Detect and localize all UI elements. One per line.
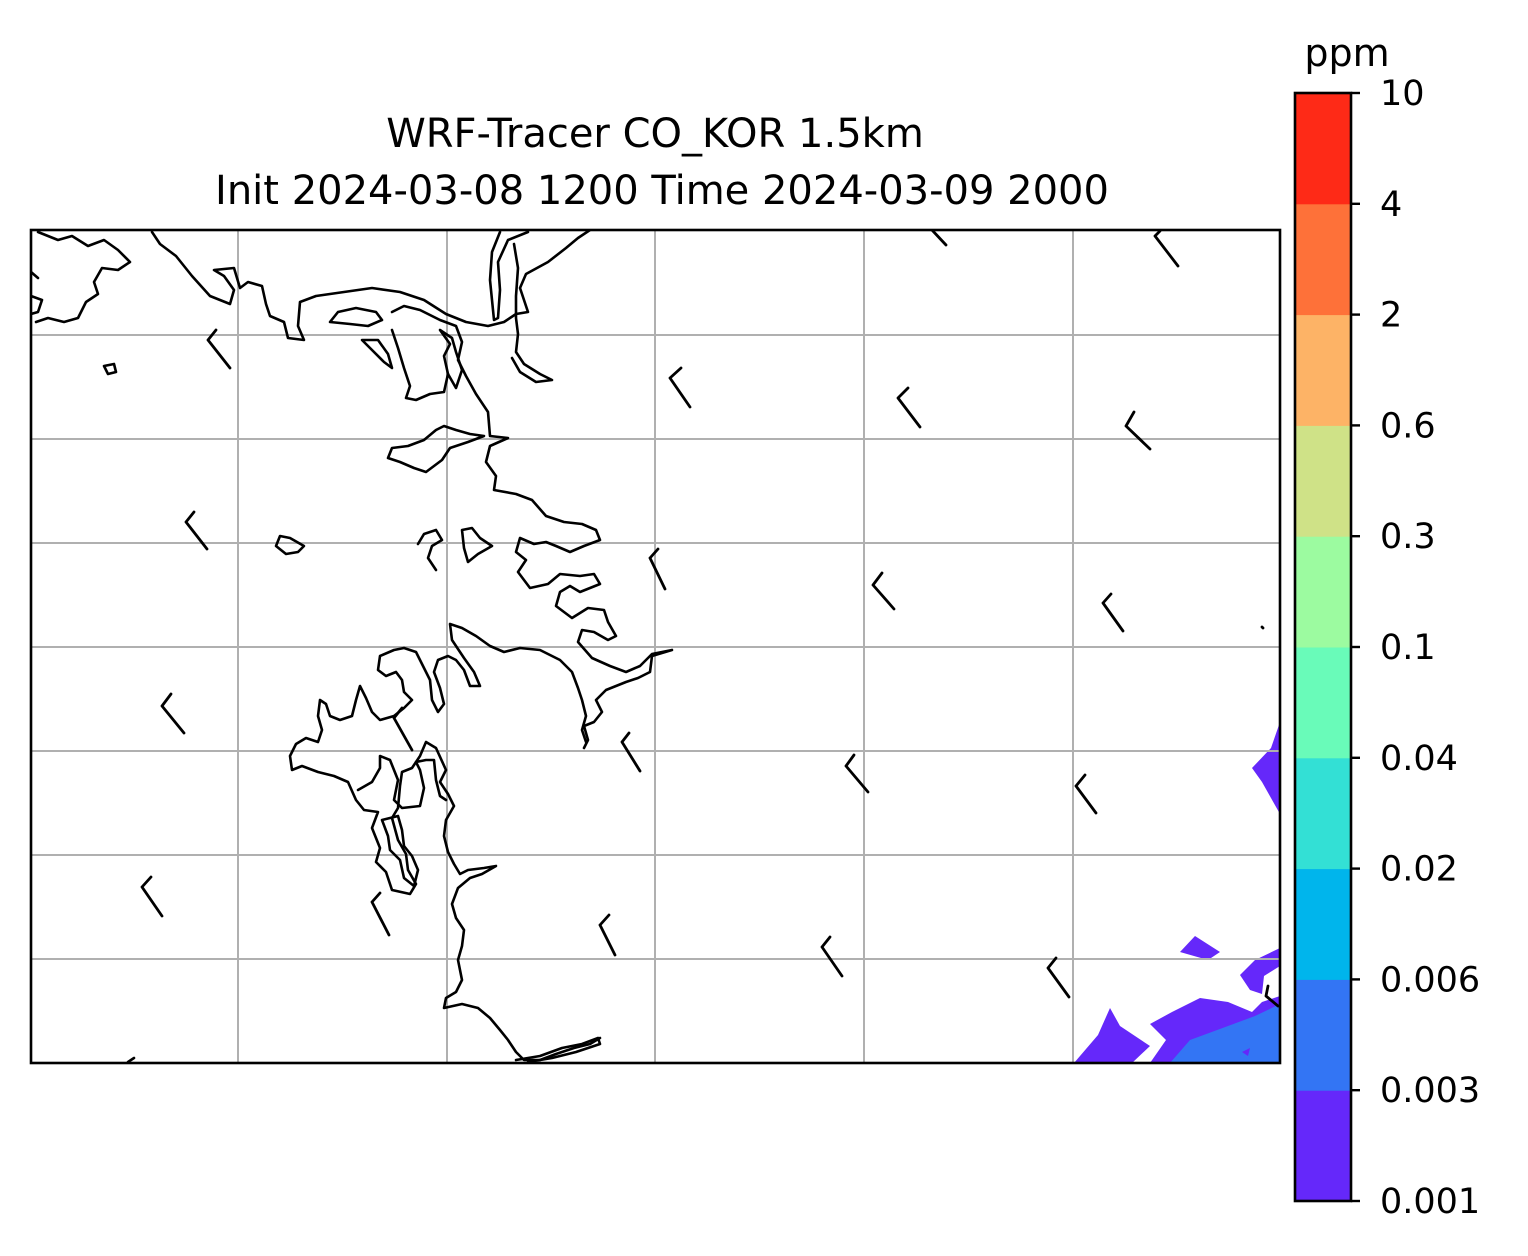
wind-barb	[668, 366, 692, 409]
colorbar: ppm 0.001 0.003 0.006 0.02 0.04 0.1 0.3 0.6 2 4 10	[1293, 31, 1480, 1222]
colorbar-tick-label: 2	[1380, 296, 1402, 336]
tracer-area-south-blob	[1180, 936, 1220, 960]
coastline-small-island	[126, 1056, 136, 1063]
tracer-shading	[1074, 722, 1280, 1063]
coastline-central-coast-1	[416, 528, 444, 572]
tracer-area-speck	[1242, 1048, 1250, 1056]
coastline-river-channel	[488, 230, 554, 384]
wind-barb	[184, 510, 209, 551]
coastline-inlet-1	[438, 328, 464, 390]
colorbar-ticks: 0.001 0.003 0.006 0.02 0.04 0.1 0.3 0.6 2 4 10	[1351, 74, 1480, 1222]
map-title-line-1: WRF-Tracer CO_KOR 1.5km	[386, 111, 924, 157]
coastline-bay-2	[360, 338, 394, 370]
tracer-area-southeast-blue	[1170, 1004, 1280, 1063]
tracer-area-southeast	[1074, 1008, 1150, 1063]
wind-barb	[392, 706, 414, 752]
map-frame	[29, 228, 1282, 1065]
coastline-south-spit	[380, 814, 420, 888]
colorbar-tick-label: 0.003	[1380, 1071, 1480, 1111]
wind-barb	[648, 547, 667, 591]
wind-barb	[370, 891, 391, 937]
wind-barb	[1101, 592, 1125, 633]
coastline-southwest-coast	[288, 622, 602, 1062]
colorbar-tick-label: 0.02	[1380, 850, 1458, 890]
coastline-south-tip	[514, 1036, 602, 1063]
coastline-island-2	[274, 534, 306, 556]
coastline-north-peninsula	[150, 230, 592, 342]
wind-barb	[598, 913, 617, 957]
wind-barb	[206, 328, 232, 370]
coastline-south-inlet	[356, 754, 448, 810]
colorbar-tick-label: 0.001	[1380, 1182, 1480, 1222]
wind-barb	[896, 386, 922, 429]
wind-barb	[1153, 230, 1180, 268]
wind-barbs	[140, 230, 1280, 1008]
colorbar-tick-label: 0.1	[1380, 628, 1436, 668]
colorbar-bin	[1295, 868, 1351, 980]
colorbar-bin	[1295, 647, 1351, 759]
wind-barb	[160, 692, 186, 735]
coastline-island-1	[102, 362, 118, 376]
colorbar-tick-label: 0.006	[1380, 960, 1480, 1000]
colorbar-bin	[1295, 979, 1351, 1091]
colorbar-bin	[1295, 757, 1351, 870]
colorbar-bins	[1295, 93, 1351, 1202]
wind-barb	[1124, 410, 1152, 451]
wind-barb	[871, 571, 896, 611]
colorbar-bin	[1295, 425, 1351, 537]
wind-barb	[1046, 956, 1071, 999]
colorbar-tick-label: 0.3	[1380, 517, 1436, 557]
wind-barb	[620, 731, 642, 773]
coastline-west-coast-main	[390, 304, 674, 750]
wind-barb	[844, 753, 870, 794]
colorbar-bin	[1295, 314, 1351, 426]
wind-barb	[140, 875, 164, 918]
coastline-bay-1	[328, 306, 384, 328]
colorbar-unit-label: ppm	[1304, 31, 1389, 75]
coastline-inlet-3	[386, 424, 486, 474]
colorbar-tick-label: 0.6	[1380, 406, 1436, 446]
map-panel[interactable]	[29, 228, 1282, 1065]
wind-barb	[1260, 625, 1265, 630]
colorbar-frame	[1293, 91, 1353, 1203]
coastline-inlet-2	[390, 328, 450, 402]
colorbar-bin	[1295, 536, 1351, 648]
colorbar-bin	[1295, 93, 1351, 205]
colorbar-bin	[1295, 203, 1351, 316]
wind-barb	[1264, 984, 1280, 1008]
colorbar-tick-label: 0.04	[1380, 739, 1458, 779]
colorbar-tick-label: 10	[1380, 74, 1425, 114]
map-title-line-2: Init 2024-03-08 1200 Time 2024-03-09 200…	[215, 168, 1109, 214]
wind-barb	[820, 935, 844, 978]
colorbar-tick-label: 4	[1380, 185, 1402, 225]
tracer-area-east	[1252, 722, 1280, 814]
coastline-central-coast-2	[460, 526, 494, 564]
wind-barb	[930, 230, 948, 247]
wind-barb	[1074, 773, 1098, 815]
colorbar-bin	[1295, 1090, 1351, 1202]
